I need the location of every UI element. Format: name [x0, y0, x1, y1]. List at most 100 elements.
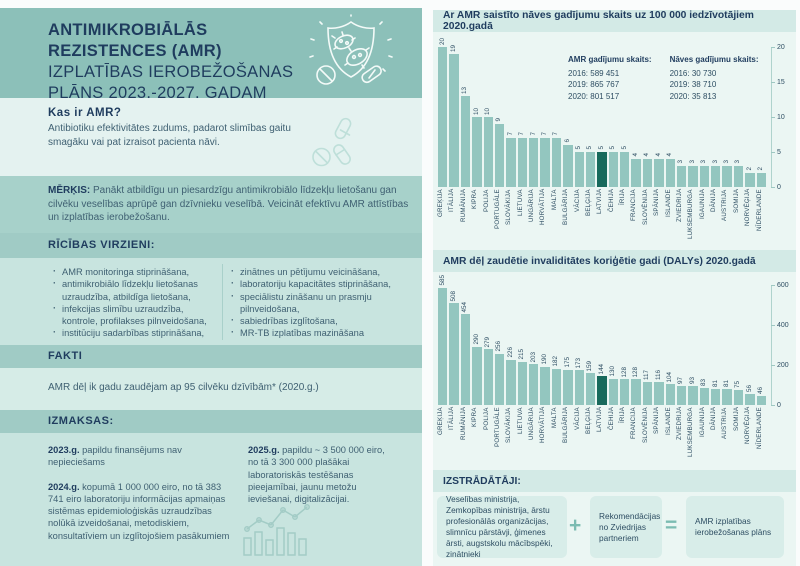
category-label: POLIJA: [482, 189, 490, 212]
bar: [733, 166, 744, 187]
section-izmaksas-content-band: [0, 433, 422, 566]
bar-PORTUGĀLE: 9: [494, 118, 505, 187]
bar: [608, 152, 618, 187]
bar: [756, 173, 766, 187]
bar: [540, 138, 550, 187]
bar: [711, 388, 721, 405]
left-panel: ANTIMIKROBIĀLĀS REZISTENCES (AMR) IZPLAT…: [0, 0, 422, 566]
bullet-item: sabiedrības izglītošana,: [230, 314, 400, 327]
bar-LATVIJA: 5: [597, 146, 607, 187]
bar-value-label: 93: [688, 377, 696, 385]
bar-value-label: 3: [688, 160, 696, 164]
chart1-category-labels: GREĶIJA ITĀLIJA RUMĀNIJA KIPRA POLIJA PORTUGĀ…: [437, 189, 767, 243]
bar-ĪRIJA: 128: [620, 367, 630, 405]
bar: [597, 376, 607, 405]
bar-SOMIJA: 75: [733, 381, 744, 405]
bar-LIETUVA: 215: [517, 349, 527, 405]
bar-DĀNIJA: 81: [711, 380, 721, 405]
bullet-item: zinātnes un pētījumu veicināšana,: [230, 265, 400, 278]
bar-value-label: 215: [518, 349, 526, 360]
section-fakti-header-band: [0, 345, 422, 368]
bar-IGAUNIJA: 83: [699, 379, 709, 405]
cost-entry: 2025.g. papildu ~ 3 500 000 eiro, no tā …: [248, 445, 385, 505]
chart1-title-band: Ar AMR saistīto nāves gadījumu skaits uz…: [433, 10, 796, 32]
category-label: KIPRA: [471, 407, 479, 427]
ricibas-bullets-right: zinātnes un pētījumu veicināšana,laborat…: [230, 265, 400, 340]
bar: [517, 362, 527, 405]
chart-legend-block: Nāves gadījumu skaits: 2016: 30 730 2019: …: [669, 55, 759, 101]
bar: [631, 379, 641, 405]
category-label: RUMĀNIJA: [459, 189, 467, 223]
chart1-legend: AMR gadījumu skaits: 2016: 589 451 2019: 8…: [568, 54, 759, 102]
chart2-title: AMR dēļ zaudētie invaliditātes koriģētie…: [443, 255, 756, 267]
category-label: UNGĀRIJA: [528, 189, 535, 222]
category-label: AUSTRIJA: [721, 407, 729, 439]
bar-value-label: 81: [722, 379, 730, 387]
bar: [745, 173, 755, 187]
category-label: SOMIJA: [732, 407, 740, 432]
axis-tick: 200: [771, 361, 789, 369]
category-label: NĪDERLANDE: [755, 407, 763, 449]
category-label: LATVIJA: [596, 189, 604, 215]
bar-value-label: 5: [597, 146, 605, 150]
bar: [665, 384, 675, 405]
bar-ISLANDE: 4: [665, 153, 675, 187]
bar-VĀCIJA: 173: [574, 357, 584, 405]
developers-heading: IZSTRĀDĀTĀJI:: [443, 475, 521, 487]
ricibas-bullets-left: AMR monitoringa stiprināšana,antimikrobi…: [52, 265, 217, 340]
bar: [676, 166, 687, 187]
bar-value-label: 5: [575, 146, 583, 150]
bar: [699, 388, 709, 405]
bar-LIETUVA: 7: [517, 132, 527, 187]
category-label: VĀCIJA: [573, 407, 581, 430]
ricibas-heading: RĪCĪBAS VIRZIENI:: [48, 239, 155, 251]
category-label: HORVĀTIJA: [539, 189, 547, 226]
bar-ITĀLIJA: 508: [449, 290, 459, 405]
bar-AUSTRIJA: 81: [722, 379, 732, 405]
category-label: IGAUNIJA: [698, 189, 706, 220]
category-label: BULGĀRIJA: [562, 189, 570, 226]
bar-value-label: 7: [518, 132, 526, 136]
bar-value-label: 13: [461, 86, 469, 94]
izmaksas-col2: 2025.g. papildu ~ 3 500 000 eiro, no tā …: [248, 444, 393, 517]
category-label: SPĀNIJA: [653, 189, 661, 217]
bar-value-label: 2: [745, 167, 753, 171]
bar-value-label: 104: [666, 371, 674, 383]
chart2-bars: 585 508 454 290 279 256 226 215 203 190 182 175 173 1…: [437, 275, 767, 405]
bar-ČEHIJA: 130: [608, 366, 618, 405]
bar: [642, 159, 653, 187]
bar-value-label: 144: [597, 363, 605, 375]
bar: [438, 288, 448, 405]
bar-value-label: 83: [700, 379, 708, 387]
bar: [494, 353, 505, 405]
category-label: SLOVĒNIJA: [641, 407, 649, 443]
category-label: POLIJA: [482, 407, 490, 430]
category-label: LUKSEMBURGA: [687, 189, 695, 239]
bar-value-label: 7: [552, 132, 560, 136]
bar: [483, 117, 493, 187]
bar-POLIJA: 10: [483, 108, 493, 187]
column-divider: [222, 264, 223, 340]
developer-box-2-text: Rekomendācijas no Zviedrijas partneriem: [599, 510, 661, 543]
bar: [551, 138, 562, 187]
axis-tick: 20: [771, 43, 785, 51]
merkis-label: MĒRĶIS:: [48, 185, 91, 196]
bar-value-label: 7: [529, 132, 537, 136]
bar: [517, 138, 527, 187]
bar-HORVĀTIJA: 7: [540, 132, 550, 187]
bar: [631, 159, 641, 187]
bullet-item: AMR monitoringa stiprināšana,: [52, 265, 217, 278]
bar-ZVIEDRIJA: 3: [676, 160, 687, 187]
fakti-heading: FAKTI: [48, 350, 83, 362]
developer-box-ministries: Veselības ministrija, Zemkopības ministr…: [437, 494, 567, 559]
category-label: IGAUNIJA: [698, 407, 706, 438]
bar-value-label: 508: [449, 290, 457, 302]
category-label: ČEHIJA: [607, 189, 615, 213]
bar: [506, 359, 516, 405]
bar-FRANCIJA: 128: [631, 367, 641, 405]
category-label: ISLANDE: [664, 189, 672, 217]
axis-tick: 15: [771, 78, 785, 86]
bar-value-label: 173: [575, 357, 583, 369]
bar-VĀCIJA: 5: [574, 146, 584, 187]
axis-tick: 400: [771, 321, 789, 329]
